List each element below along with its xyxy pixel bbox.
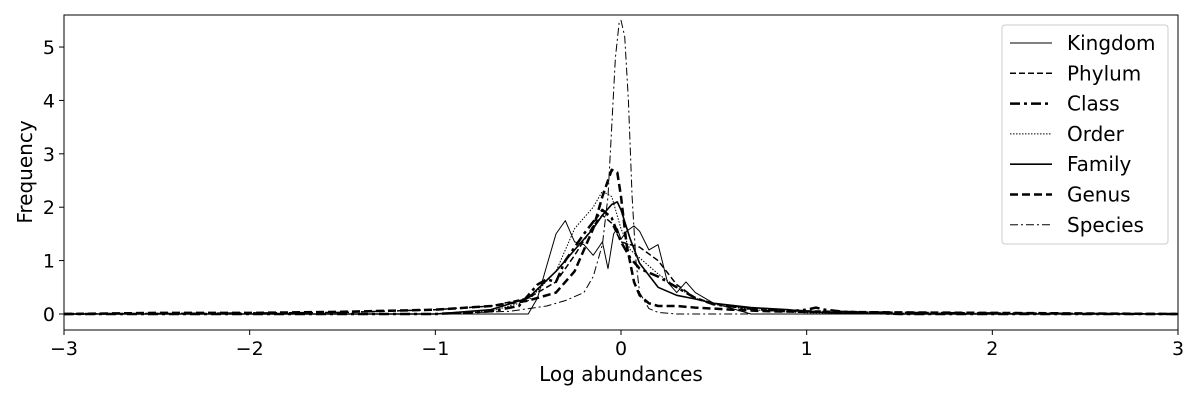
x-tick-label: 2 <box>986 338 998 360</box>
series-line-genus <box>64 168 1178 316</box>
x-tick-label: −2 <box>236 338 264 360</box>
legend: Kingdom Phylum Class Order Family Genus Specie… <box>1001 24 1169 245</box>
legend-label-genus: Genus <box>1067 183 1131 207</box>
y-tick-label: 3 <box>43 144 55 166</box>
legend-label-order: Order <box>1067 122 1125 146</box>
legend-box <box>1001 24 1169 245</box>
x-tick-label: −3 <box>50 338 78 360</box>
x-axis-label: Log abundances <box>539 362 703 386</box>
legend-label-species: Species <box>1067 213 1144 237</box>
legend-label-phylum: Phylum <box>1067 61 1141 85</box>
legend-label-class: Class <box>1067 92 1120 116</box>
legend-label-family: Family <box>1067 152 1132 176</box>
legend-label-kingdom: Kingdom <box>1067 31 1155 55</box>
series-line-class <box>64 208 1178 316</box>
y-tick-label: 4 <box>43 90 55 112</box>
series-line-order <box>64 190 1178 315</box>
x-tick-label: 0 <box>615 338 627 360</box>
x-tick-label: 3 <box>1172 338 1184 360</box>
y-tick-label: 2 <box>43 197 55 219</box>
ticks-layer: −3 −2 −1 0 1 2 3 0 1 2 3 4 5 <box>43 37 1184 360</box>
y-tick-label: 1 <box>43 251 55 273</box>
series-layer <box>64 19 1178 316</box>
series-line-kingdom <box>64 220 1178 315</box>
x-tick-label: −1 <box>421 338 449 360</box>
y-tick-label: 0 <box>43 304 55 326</box>
x-tick-label: 1 <box>801 338 813 360</box>
y-tick-label: 5 <box>43 37 55 59</box>
series-line-species <box>64 19 1178 315</box>
y-axis-label: Frequency <box>13 120 37 223</box>
